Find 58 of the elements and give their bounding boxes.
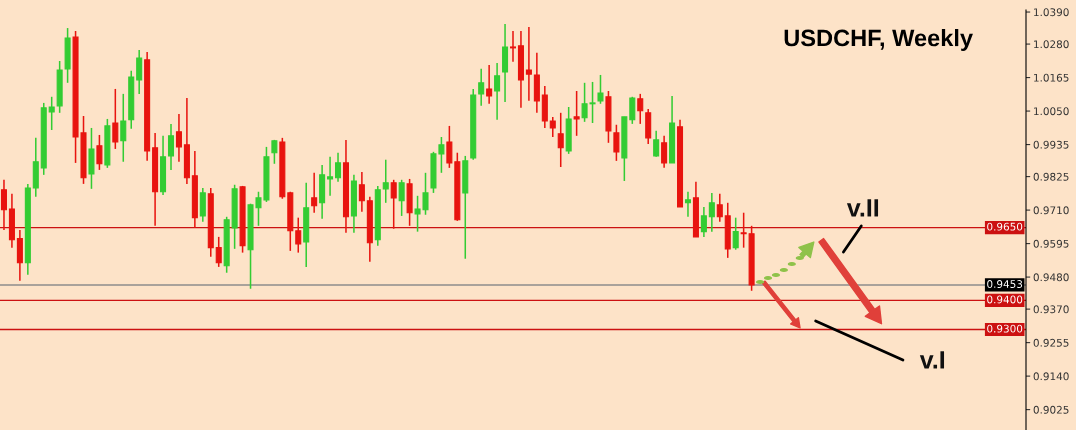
- candlestick: [629, 96, 636, 125]
- ref-line-label: 0.9453: [987, 280, 1023, 288]
- candlestick: [311, 172, 318, 214]
- y-tick-label: 0.9595: [1033, 239, 1069, 248]
- candlestick: [446, 125, 453, 169]
- candlestick: [295, 216, 302, 254]
- y-tick-label: 1.0165: [1034, 73, 1069, 82]
- candlestick: [525, 26, 532, 102]
- candlestick: [175, 113, 182, 163]
- candlestick: [0, 179, 7, 231]
- y-tick-label: 0.9480: [1033, 273, 1069, 282]
- candlestick: [478, 68, 485, 107]
- candlestick: [700, 206, 707, 238]
- candlestick: [613, 123, 620, 162]
- candlestick: [494, 62, 501, 121]
- candlestick: [557, 112, 564, 168]
- text: USDCHF, Weekly: [784, 29, 973, 51]
- candlestick: [215, 236, 222, 268]
- candlestick: [112, 88, 119, 150]
- candlestick: [684, 190, 691, 218]
- candlestick: [716, 193, 723, 223]
- candlestick: [120, 93, 127, 163]
- y-tick-label: 0.9255: [1033, 338, 1069, 347]
- y-tick-label: 0.9140: [1033, 372, 1069, 381]
- candlestick: [136, 49, 143, 95]
- candlestick: [96, 134, 103, 171]
- candlestick: [597, 74, 604, 105]
- candlestick: [653, 130, 660, 158]
- ref-line-label: 0.9650: [987, 222, 1023, 231]
- y-tick-label: 0.9825: [1033, 172, 1069, 181]
- annotation: v.II: [846, 199, 879, 217]
- y-tick-label: 0.9710: [1033, 206, 1069, 215]
- candlestick: [327, 156, 334, 197]
- candlestick: [48, 96, 55, 131]
- y-tick-label: 0.9370: [1033, 305, 1069, 314]
- annotation: v.I: [919, 351, 945, 369]
- candlestick: [637, 93, 644, 125]
- candlestick: [509, 30, 517, 63]
- candlestick: [199, 187, 206, 223]
- candlestick: [358, 171, 365, 213]
- ref-line-label: 0.9400: [987, 295, 1023, 304]
- candlestick: [335, 151, 342, 183]
- y-tick-label: 1.0050: [1034, 107, 1069, 116]
- candlestick: [549, 116, 556, 138]
- candlestick: [573, 90, 580, 137]
- y-tick-label: 0.9935: [1033, 140, 1069, 149]
- y-tick-label: 1.0280: [1034, 40, 1069, 49]
- y-tick-label: 1.0390: [1034, 8, 1069, 17]
- candlestick: [486, 64, 493, 105]
- candlestick: [732, 216, 739, 251]
- y-tick-label: 0.9025: [1033, 405, 1069, 414]
- candlestick: [390, 179, 397, 230]
- candlestick: [398, 179, 405, 217]
- candlestick: [382, 158, 389, 204]
- ref-line-label: 0.9300: [987, 324, 1023, 333]
- candlestick: [661, 135, 668, 169]
- candlestick: [708, 192, 715, 233]
- candlestick: [167, 123, 175, 171]
